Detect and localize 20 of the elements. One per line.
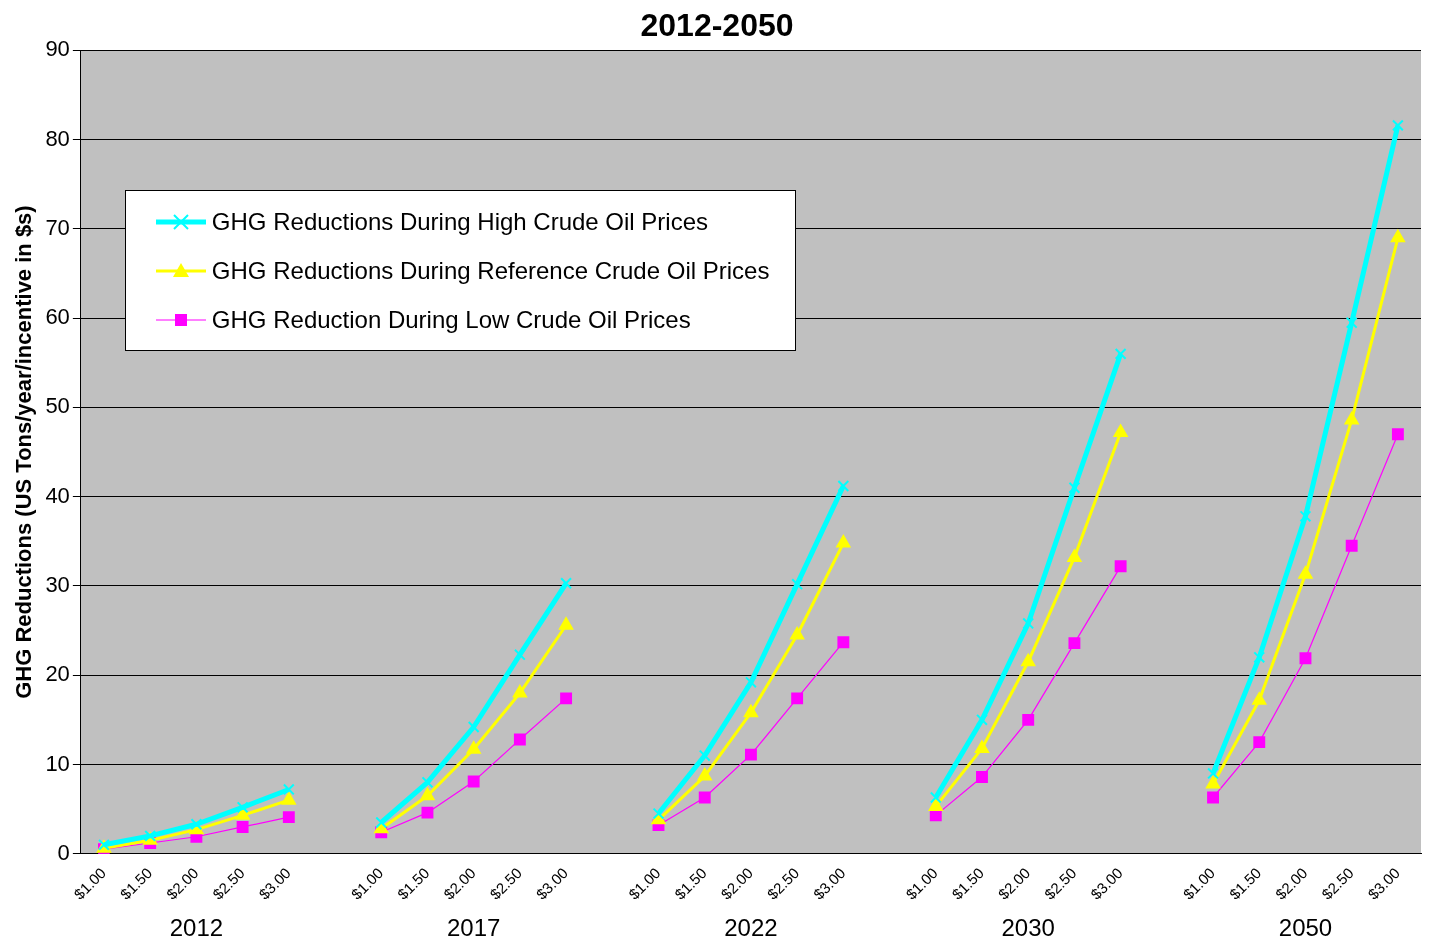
- y-tick-label: 0: [57, 839, 70, 865]
- y-tick-label: 50: [45, 393, 70, 419]
- legend-label: GHG Reduction During Low Crude Oil Prices: [211, 305, 691, 334]
- text: 2022: [724, 913, 778, 941]
- text: 2030: [1001, 913, 1055, 941]
- y-tick-label: 30: [45, 572, 70, 598]
- y-tick-label: 60: [45, 304, 70, 330]
- y-tick-label: 20: [45, 661, 70, 687]
- text: 2050: [1278, 913, 1333, 941]
- chart-title: 2012-2050: [640, 7, 794, 44]
- text: 2017: [446, 913, 501, 941]
- y-tick-label: 80: [45, 125, 70, 151]
- y-tick-label: 90: [45, 36, 70, 62]
- legend-label: GHG Reductions During Reference Crude Oil Prices: [211, 256, 770, 285]
- legend-label: GHG Reductions During High Crude Oil Prices: [211, 207, 709, 236]
- text: 2012: [169, 913, 224, 941]
- y-axis-title: GHG Reductions (US Tons/year/incentive in $s): [11, 205, 37, 699]
- y-tick-label: 70: [45, 214, 70, 240]
- y-tick-label: 10: [45, 750, 70, 776]
- y-tick-label: 40: [45, 482, 70, 508]
